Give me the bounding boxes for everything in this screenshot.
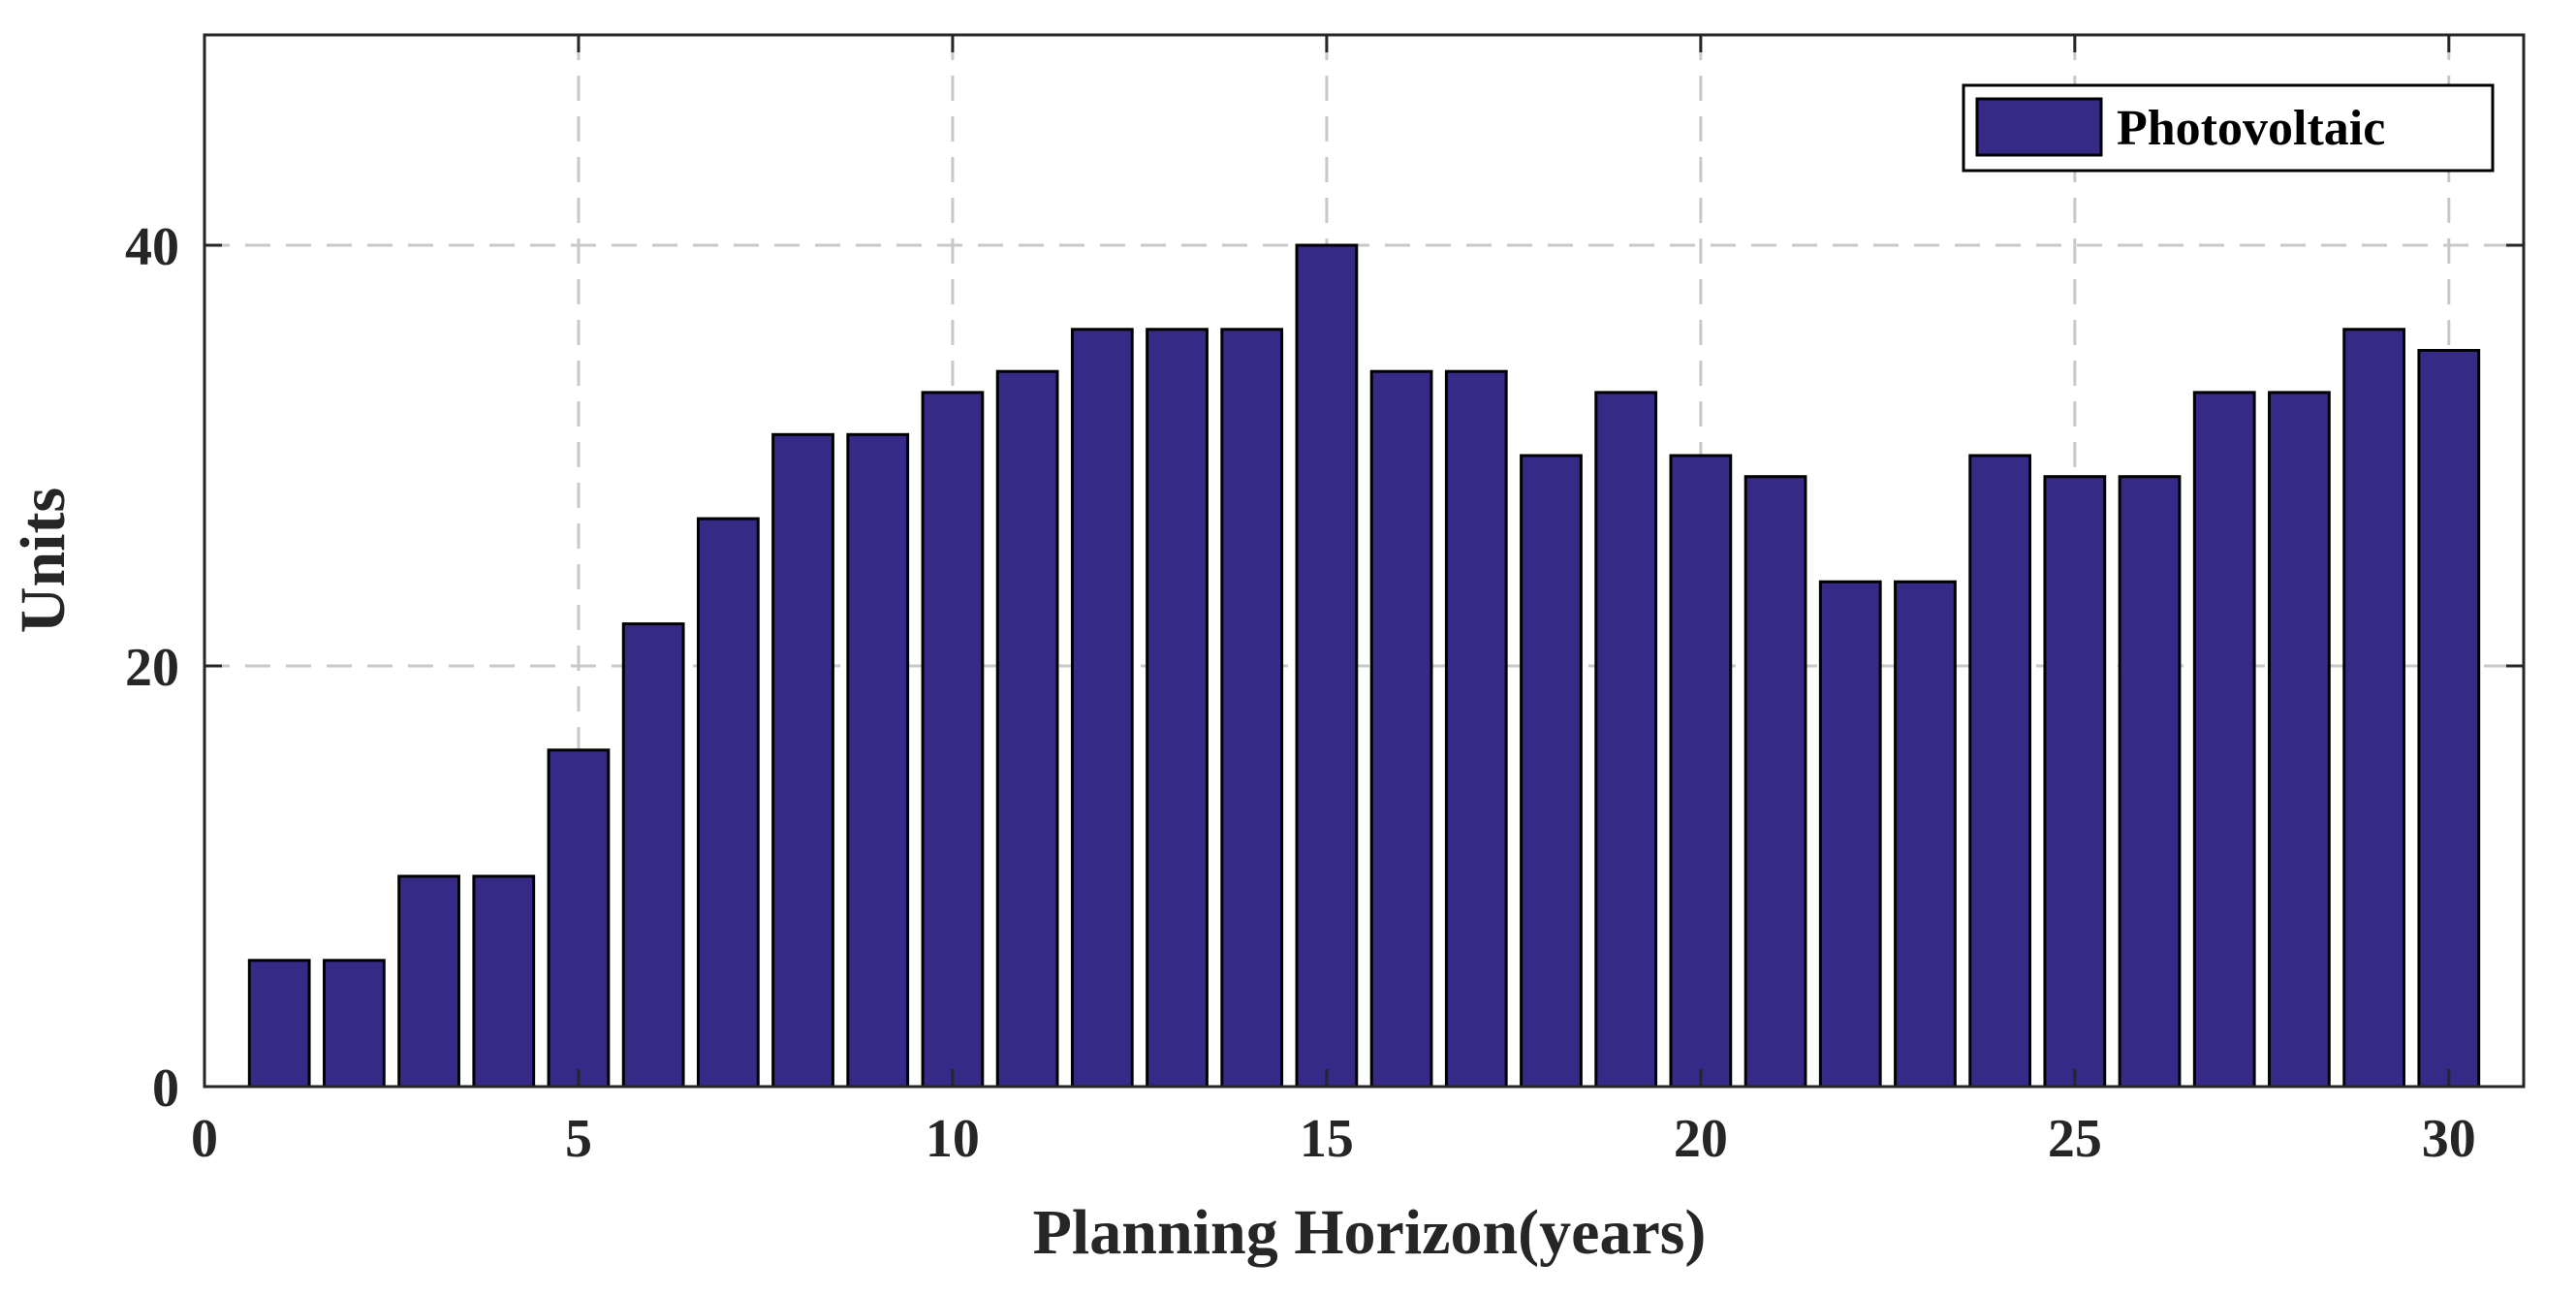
x-tick-label: 30 — [2422, 1109, 2476, 1169]
bar — [2192, 391, 2256, 1089]
x-axis-title: Planning Horizon(years) — [1033, 1197, 1707, 1268]
legend: Photovoltaic — [1962, 83, 2495, 173]
bar — [621, 622, 685, 1089]
bar — [1146, 328, 1209, 1089]
y-tick-label: 20 — [125, 638, 179, 698]
bar — [1968, 454, 2032, 1089]
bars — [247, 243, 2481, 1089]
x-tick-label: 0 — [191, 1109, 218, 1169]
bar — [846, 432, 910, 1089]
bar — [2417, 349, 2481, 1089]
bar — [771, 432, 834, 1089]
bar — [2118, 475, 2182, 1089]
plot-frame — [203, 33, 2526, 1089]
ticks: 0 5 10 15 20 25 30 0 20 40 — [125, 35, 2524, 1169]
bar — [995, 369, 1059, 1089]
y-axis-title: Units — [8, 488, 79, 633]
bar — [1369, 369, 1433, 1089]
bar — [1744, 475, 1807, 1089]
y-tick-label: 0 — [152, 1058, 179, 1119]
bar — [1295, 243, 1359, 1089]
bar — [1520, 454, 1583, 1089]
bar — [2342, 328, 2405, 1089]
x-tick-label: 10 — [926, 1109, 980, 1169]
bar — [1818, 580, 1882, 1089]
bar — [547, 748, 611, 1089]
bar — [323, 959, 386, 1089]
bar — [2268, 391, 2331, 1089]
x-tick-label: 20 — [1674, 1109, 1728, 1169]
bar — [1894, 580, 1957, 1089]
bar — [2043, 475, 2107, 1089]
bar — [1669, 454, 1733, 1089]
x-tick-label: 25 — [2048, 1109, 2102, 1169]
bar — [1594, 391, 1658, 1089]
bar — [1070, 328, 1134, 1089]
bar — [921, 391, 985, 1089]
bar — [247, 959, 311, 1089]
legend-label: Photovoltaic — [2117, 101, 2385, 156]
bar — [1444, 369, 1508, 1089]
x-tick-label: 5 — [565, 1109, 592, 1169]
x-tick-label: 15 — [1300, 1109, 1354, 1169]
bar — [696, 517, 760, 1089]
axes — [203, 33, 2526, 1089]
bar — [397, 874, 460, 1089]
bar — [472, 874, 536, 1089]
y-tick-label: 40 — [125, 217, 179, 277]
legend-swatch — [1975, 97, 2103, 157]
bar — [1220, 328, 1284, 1089]
